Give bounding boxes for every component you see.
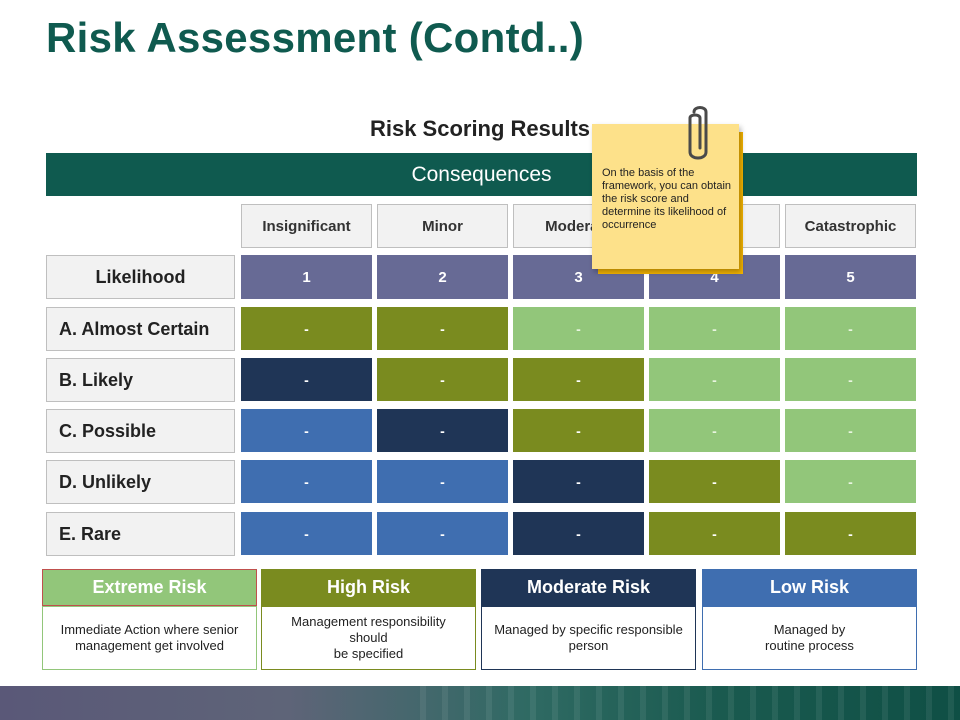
footer-band xyxy=(0,686,960,720)
chart-subtitle: Risk Scoring Results xyxy=(369,116,591,141)
legend-description-high: Management responsibility should be spec… xyxy=(261,606,476,670)
legend-title-high: High Risk xyxy=(261,569,476,606)
score-cell-5: 5 xyxy=(785,255,916,299)
sticky-note-text: On the basis of the framework, you can o… xyxy=(602,167,732,231)
matrix-cell: - xyxy=(649,358,780,401)
likelihood-row-label: D. Unlikely xyxy=(46,460,235,504)
matrix-cell: - xyxy=(785,358,916,401)
matrix-cell: - xyxy=(513,460,644,503)
legend-title-moderate: Moderate Risk xyxy=(481,569,696,606)
likelihood-row-label: C. Possible xyxy=(46,409,235,453)
legend-description-moderate: Managed by specific responsible person xyxy=(481,606,696,670)
likelihood-header: Likelihood xyxy=(46,255,235,299)
page-title: Risk Assessment (Contd..) xyxy=(46,14,585,61)
matrix-cell: - xyxy=(513,512,644,555)
legend-description-extreme: Immediate Action where senior management… xyxy=(42,606,257,670)
matrix-cell: - xyxy=(785,307,916,350)
matrix-cell: - xyxy=(649,460,780,503)
legend-title-extreme: Extreme Risk xyxy=(42,569,257,606)
matrix-cell: - xyxy=(377,460,508,503)
matrix-cell: - xyxy=(377,307,508,350)
score-cell-2: 2 xyxy=(377,255,508,299)
matrix-cell: - xyxy=(785,409,916,452)
consequence-header-2: Minor xyxy=(377,204,508,248)
matrix-cell: - xyxy=(241,409,372,452)
consequence-header-5: Catastrophic xyxy=(785,204,916,248)
matrix-cell: - xyxy=(241,307,372,350)
score-cell-1: 1 xyxy=(241,255,372,299)
matrix-cell: - xyxy=(649,409,780,452)
matrix-cell: - xyxy=(785,460,916,503)
matrix-cell: - xyxy=(513,358,644,401)
matrix-cell: - xyxy=(241,512,372,555)
legend-title-low: Low Risk xyxy=(702,569,917,606)
matrix-cell: - xyxy=(649,512,780,555)
legend-description-low: Managed by routine process xyxy=(702,606,917,670)
matrix-cell: - xyxy=(513,307,644,350)
likelihood-row-label: A. Almost Certain xyxy=(46,307,235,351)
matrix-cell: - xyxy=(377,512,508,555)
matrix-cell: - xyxy=(785,512,916,555)
matrix-cell: - xyxy=(241,358,372,401)
sticky-note xyxy=(592,124,739,269)
consequences-bar: Consequences xyxy=(46,153,917,196)
likelihood-row-label: E. Rare xyxy=(46,512,235,556)
likelihood-row-label: B. Likely xyxy=(46,358,235,402)
matrix-cell: - xyxy=(377,358,508,401)
matrix-cell: - xyxy=(513,409,644,452)
matrix-cell: - xyxy=(241,460,372,503)
consequence-header-1: Insignificant xyxy=(241,204,372,248)
matrix-cell: - xyxy=(649,307,780,350)
paperclip-icon xyxy=(688,106,708,160)
matrix-cell: - xyxy=(377,409,508,452)
